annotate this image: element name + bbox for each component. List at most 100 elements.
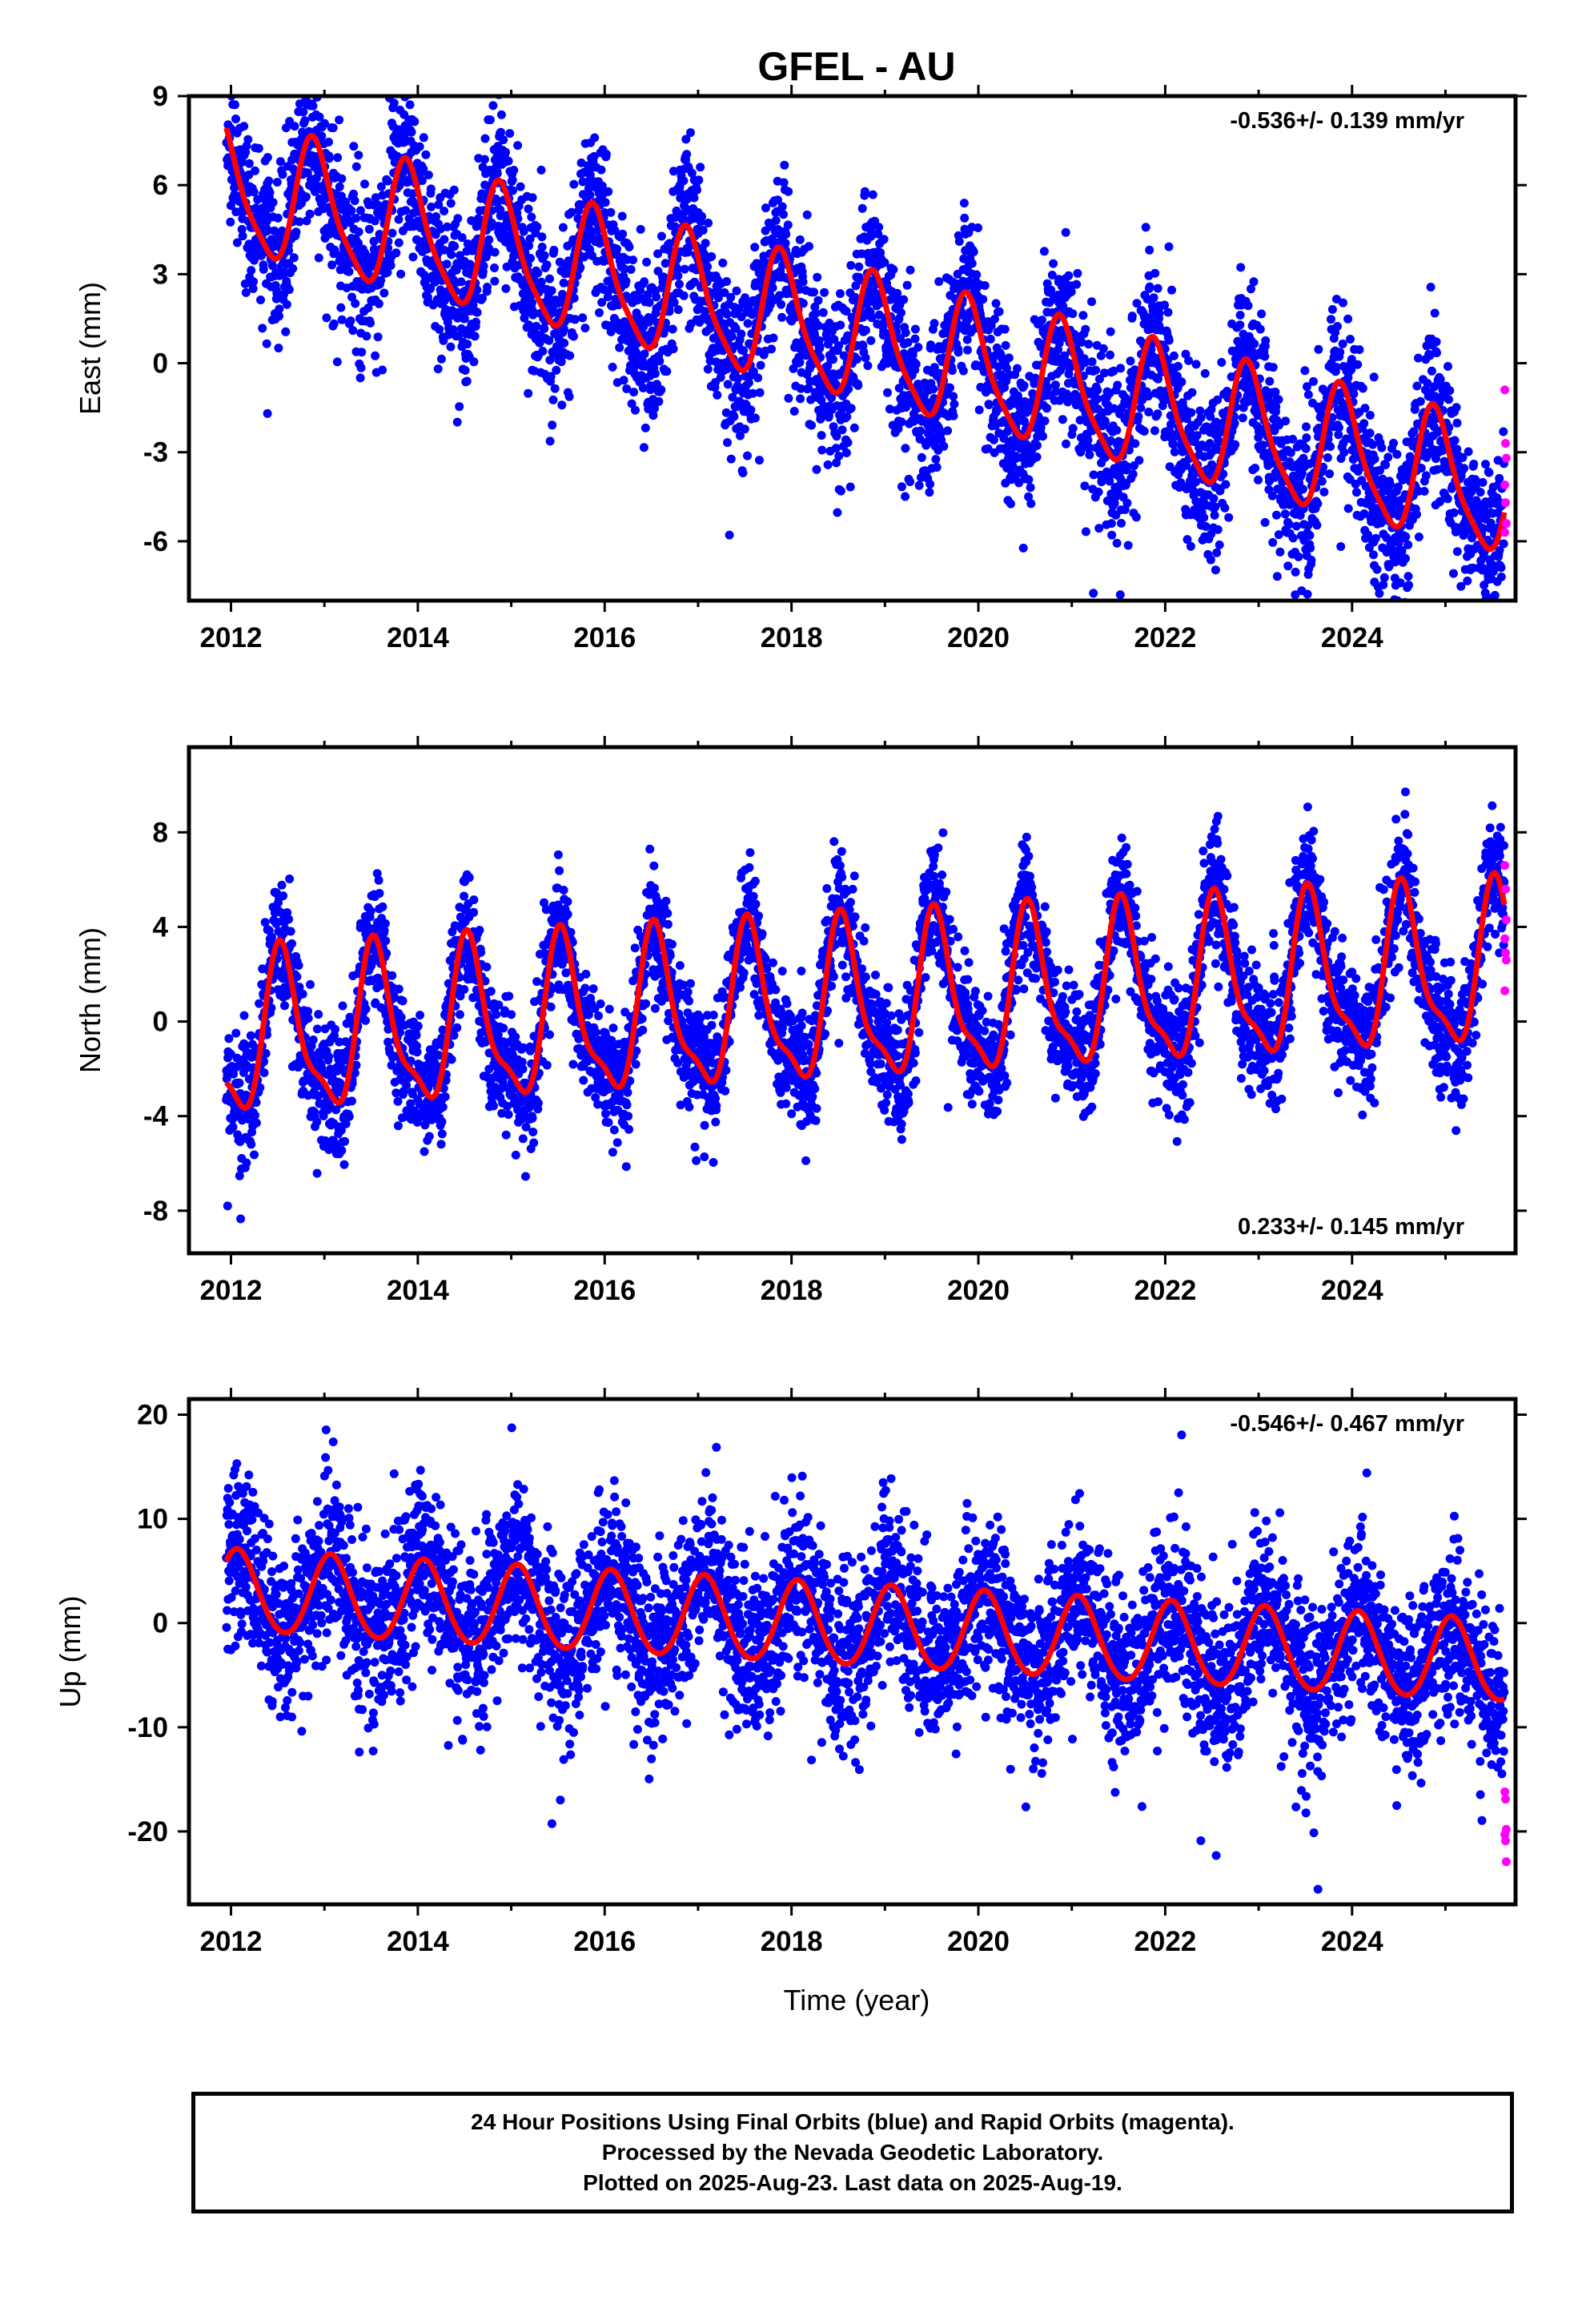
east-final-point [734, 304, 744, 313]
east-final-point [552, 365, 561, 375]
east-final-point [703, 364, 713, 374]
east-final-point [248, 284, 258, 293]
east-final-point [899, 295, 909, 304]
east-final-point [589, 151, 599, 161]
east-final-point [775, 291, 785, 300]
east-final-point [832, 458, 841, 468]
east-final-point [496, 127, 505, 137]
east-final-point [1000, 324, 1010, 334]
east-final-point [1144, 408, 1154, 416]
east-final-point [831, 444, 841, 453]
east-final-point [222, 85, 231, 94]
east-final-point [1221, 480, 1231, 489]
east-final-point [1334, 423, 1343, 432]
east-final-point [1469, 460, 1479, 468]
east-final-point [817, 445, 827, 455]
east-y-tick-label: 9 [153, 81, 168, 112]
east-final-point [795, 358, 805, 367]
east-final-point [1412, 509, 1421, 519]
east-final-point [1335, 348, 1345, 357]
north-final-points [222, 787, 1509, 1224]
east-final-point [1499, 427, 1508, 436]
east-final-point [1167, 285, 1176, 295]
east-final-point [391, 248, 401, 258]
east-final-point [1107, 530, 1117, 540]
east-final-point [550, 384, 560, 393]
east-final-point [728, 392, 737, 402]
east-final-point [969, 247, 978, 256]
east-final-point [779, 178, 789, 187]
east-final-point [223, 72, 232, 81]
east-final-point [1426, 283, 1435, 292]
east-final-point [1199, 513, 1209, 522]
east-final-point [272, 289, 282, 299]
east-final-point [351, 162, 361, 171]
east-final-point [306, 52, 315, 61]
east-final-point [407, 127, 416, 137]
east-final-point [1302, 422, 1311, 432]
east-final-point [1372, 565, 1382, 574]
east-final-point [643, 290, 652, 300]
east-final-point [863, 361, 873, 371]
north-final-point [255, 999, 264, 1008]
east-final-point [777, 202, 787, 211]
east-final-point [449, 185, 459, 195]
east-final-point [949, 411, 958, 420]
east-final-point [806, 395, 816, 404]
east-final-point [1080, 481, 1090, 491]
east-rapid-point [1501, 439, 1510, 448]
east-final-point [1327, 304, 1337, 314]
east-final-point [1004, 353, 1014, 363]
east-final-point [1250, 339, 1259, 348]
east-final-point [604, 187, 613, 196]
east-final-point [1235, 320, 1245, 330]
east-final-point [644, 298, 654, 308]
east-final-point [1093, 385, 1102, 395]
east-final-point [379, 288, 389, 298]
east-final-point [528, 193, 537, 203]
east-final-point [729, 412, 739, 421]
east-final-point [653, 249, 663, 259]
east-y-axis-label: East (mm) [74, 282, 106, 415]
east-final-point [596, 165, 606, 175]
east-final-point [963, 345, 972, 355]
east-final-point [743, 451, 752, 460]
east-final-point [389, 99, 399, 108]
east-final-point [1187, 388, 1197, 397]
east-final-point [450, 242, 460, 251]
east-final-point [597, 181, 607, 191]
east-final-point [419, 133, 428, 143]
east-final-point [1251, 464, 1260, 472]
east-final-point [300, 116, 310, 126]
east-final-point [947, 366, 957, 376]
east-final-point [1117, 518, 1126, 528]
east-final-point [1481, 460, 1490, 469]
east-final-point [1093, 394, 1102, 404]
east-final-point [783, 220, 793, 230]
east-final-point [913, 343, 923, 352]
east-final-point [371, 193, 380, 203]
east-final-point [281, 123, 291, 133]
east-final-point [1169, 351, 1178, 360]
east-final-point [1220, 503, 1230, 513]
east-final-point [351, 214, 361, 223]
east-final-point [1213, 525, 1223, 534]
east-final-point [288, 263, 298, 273]
east-final-point [727, 332, 737, 341]
east-final-point [1186, 541, 1195, 551]
east-final-point [640, 423, 650, 432]
east-final-point [386, 261, 396, 270]
east-final-point [371, 351, 380, 360]
east-final-point [698, 226, 708, 235]
east-final-point [301, 192, 311, 202]
east-final-point [1235, 311, 1245, 320]
east-final-point [1443, 362, 1452, 371]
east-final-point [290, 122, 299, 131]
east-final-point [1130, 439, 1140, 448]
east-final-point [1081, 324, 1090, 334]
east-final-point [427, 202, 436, 211]
east-final-point [1427, 366, 1436, 376]
east-final-point [1484, 468, 1494, 477]
east-final-point [798, 299, 808, 308]
east-final-point [1268, 363, 1278, 372]
